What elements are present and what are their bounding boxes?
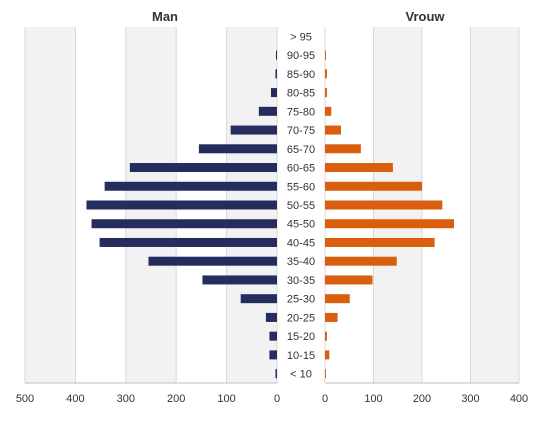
x-axis-ticks: 500 400 300 200 100 0 0 100 200 300 400 — [16, 393, 528, 405]
vrouw-bars — [325, 50, 455, 379]
man-bar — [129, 163, 277, 173]
man-x-tick-label: 100 — [217, 393, 235, 405]
category-label: 90-95 — [287, 50, 315, 62]
man-x-tick-label: 0 — [274, 393, 280, 405]
category-label: 75-80 — [287, 106, 315, 118]
category-label: 50-55 — [287, 200, 315, 212]
vrouw-bar — [325, 369, 326, 379]
plot-band — [470, 27, 519, 383]
man-bar — [202, 275, 277, 285]
category-label: 15-20 — [287, 331, 315, 343]
category-label: 60-65 — [287, 163, 315, 175]
vrouw-bar — [325, 219, 455, 229]
category-label: 55-60 — [287, 181, 315, 193]
man-bar — [258, 106, 277, 116]
vrouw-bar — [325, 125, 342, 135]
category-labels: > 95 90-95 85-90 80-85 75-80 70-75 65-70 60-65 5… — [287, 31, 315, 380]
vrouw-bar — [325, 106, 332, 116]
man-bar — [275, 50, 277, 60]
man-bar — [269, 331, 277, 341]
man-bar — [265, 312, 277, 322]
category-label: < 10 — [290, 369, 312, 381]
vrouw-bar — [325, 331, 327, 341]
vrouw-bar — [325, 88, 327, 98]
man-bar — [86, 200, 277, 210]
man-bar — [148, 256, 277, 266]
category-label: 30-35 — [287, 275, 315, 287]
vrouw-bar — [325, 181, 422, 191]
vrouw-x-tick-label: 0 — [322, 393, 328, 405]
vrouw-bar — [325, 69, 327, 79]
category-label: 65-70 — [287, 144, 315, 156]
vrouw-bar — [325, 50, 326, 60]
vrouw-bar — [325, 256, 397, 266]
vrouw-x-tick-label: 300 — [461, 393, 479, 405]
man-bar — [275, 369, 277, 379]
vrouw-bar — [325, 163, 393, 173]
man-x-tick-label: 300 — [117, 393, 135, 405]
vrouw-panel-title: Vrouw — [405, 9, 445, 24]
man-bar — [240, 294, 277, 304]
man-bar — [91, 219, 277, 229]
vrouw-bar — [325, 294, 350, 304]
vrouw-bar — [325, 200, 443, 210]
man-bar — [269, 350, 277, 360]
category-label: 20-25 — [287, 312, 315, 324]
vrouw-x-tick-label: 400 — [510, 393, 528, 405]
category-label: 80-85 — [287, 88, 315, 100]
category-label: 45-50 — [287, 219, 315, 231]
man-x-tick-label: 500 — [16, 393, 34, 405]
man-x-tick-label: 200 — [167, 393, 185, 405]
plot-band — [25, 27, 76, 383]
vrouw-bar — [325, 275, 373, 285]
category-label: > 95 — [290, 31, 312, 43]
category-label: 25-30 — [287, 294, 315, 306]
category-label: 40-45 — [287, 237, 315, 249]
man-bar — [104, 181, 277, 191]
man-bar — [198, 144, 277, 154]
man-bar — [99, 237, 277, 247]
man-panel-title: Man — [152, 9, 178, 24]
category-label: 85-90 — [287, 69, 315, 81]
vrouw-x-tick-label: 200 — [413, 393, 431, 405]
category-label: 10-15 — [287, 350, 315, 362]
man-bar — [275, 69, 277, 79]
man-bars — [86, 50, 277, 379]
man-bar — [230, 125, 277, 135]
man-bar — [270, 88, 277, 98]
vrouw-bar — [325, 237, 435, 247]
man-x-tick-label: 400 — [66, 393, 84, 405]
category-label: 35-40 — [287, 256, 315, 268]
category-label: 70-75 — [287, 125, 315, 137]
vrouw-bar — [325, 350, 330, 360]
vrouw-bar — [325, 312, 338, 322]
vrouw-x-tick-label: 100 — [364, 393, 382, 405]
vrouw-bar — [325, 144, 361, 154]
